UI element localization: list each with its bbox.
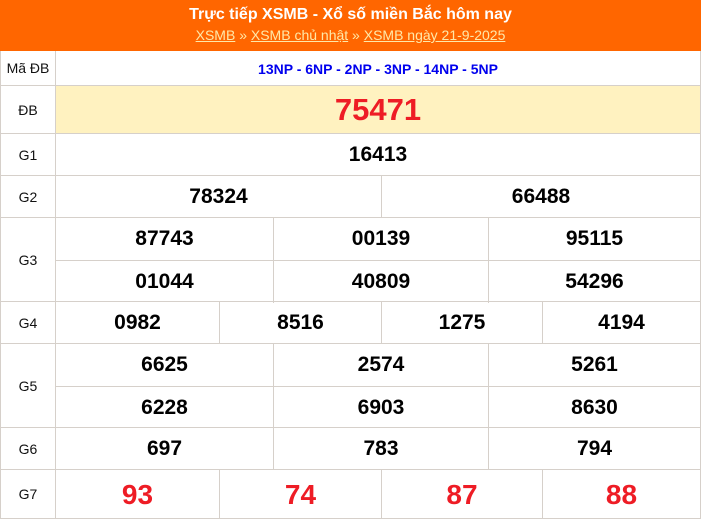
prize-number: 54296 — [489, 261, 701, 303]
prize-number: 794 — [489, 428, 701, 470]
prize-label: G6 — [0, 428, 56, 469]
prize-label: ĐB — [0, 86, 56, 133]
prize-number: 5261 — [489, 344, 701, 386]
prize-number: 6903 — [274, 387, 489, 429]
prize-number: 697 — [56, 428, 274, 470]
prize-row-g6: G6 697 783 794 — [0, 428, 701, 470]
prize-number: 00139 — [274, 218, 489, 260]
prize-number: 8516 — [220, 302, 382, 344]
prize-number: 87743 — [56, 218, 274, 260]
prize-number: 74 — [220, 470, 382, 519]
prize-row-g7: G7 93 74 87 88 — [0, 470, 701, 519]
prize-number: 0982 — [56, 302, 220, 344]
prize-label: Mã ĐB — [0, 51, 56, 85]
prize-number: 93 — [56, 470, 220, 519]
prize-row-g5: G5 6625 2574 5261 6228 6903 8630 — [0, 344, 701, 429]
prize-number: 1275 — [382, 302, 543, 344]
prize-number: 78324 — [56, 176, 382, 218]
prize-label: G1 — [0, 134, 56, 175]
special-prize-number: 75471 — [56, 86, 701, 134]
breadcrumb-xsmb-date[interactable]: XSMB ngày 21-9-2025 — [363, 27, 506, 43]
prize-row-g2: G2 78324 66488 — [0, 176, 701, 218]
prize-label: G3 — [0, 218, 56, 301]
prize-number: 4194 — [543, 302, 701, 344]
prize-number: 01044 — [56, 261, 274, 303]
breadcrumb-xsmb-sunday[interactable]: XSMB chủ nhật — [250, 27, 349, 43]
prize-number: 95115 — [489, 218, 701, 260]
breadcrumb: XSMB » XSMB chủ nhật » XSMB ngày 21-9-20… — [0, 25, 701, 45]
prize-number: 40809 — [274, 261, 489, 303]
prize-number: 87 — [382, 470, 543, 519]
results-table: Mã ĐB 13NP - 6NP - 2NP - 3NP - 14NP - 5NP… — [0, 51, 701, 519]
prize-number: 16413 — [56, 134, 701, 176]
prize-row-g3: G3 87743 00139 95115 01044 40809 54296 — [0, 218, 701, 303]
prize-number: 66488 — [382, 176, 701, 218]
prize-number: 6625 — [56, 344, 274, 386]
prize-label: G4 — [0, 302, 56, 343]
page-title: Trực tiếp XSMB - Xổ số miền Bắc hôm nay — [189, 6, 512, 23]
breadcrumb-separator: » — [239, 27, 247, 43]
prize-row-g4: G4 0982 8516 1275 4194 — [0, 302, 701, 344]
prize-row-g1: G1 16413 — [0, 134, 701, 176]
prize-label: G2 — [0, 176, 56, 217]
breadcrumb-separator: » — [352, 27, 360, 43]
prize-row-đb: ĐB 75471 — [0, 86, 701, 134]
results-header: Trực tiếp XSMB - Xổ số miền Bắc hôm nay … — [0, 0, 701, 51]
breadcrumb-xsmb[interactable]: XSMB — [195, 27, 236, 43]
prize-number: 88 — [543, 470, 701, 519]
prize-number: 6228 — [56, 387, 274, 429]
prize-label: G7 — [0, 470, 56, 518]
special-code-list: 13NP - 6NP - 2NP - 3NP - 14NP - 5NP — [56, 51, 701, 86]
prize-number: 783 — [274, 428, 489, 470]
prize-row-mã-đb: Mã ĐB 13NP - 6NP - 2NP - 3NP - 14NP - 5NP — [0, 51, 701, 86]
prize-number: 8630 — [489, 387, 701, 429]
prize-number: 2574 — [274, 344, 489, 386]
prize-label: G5 — [0, 344, 56, 427]
